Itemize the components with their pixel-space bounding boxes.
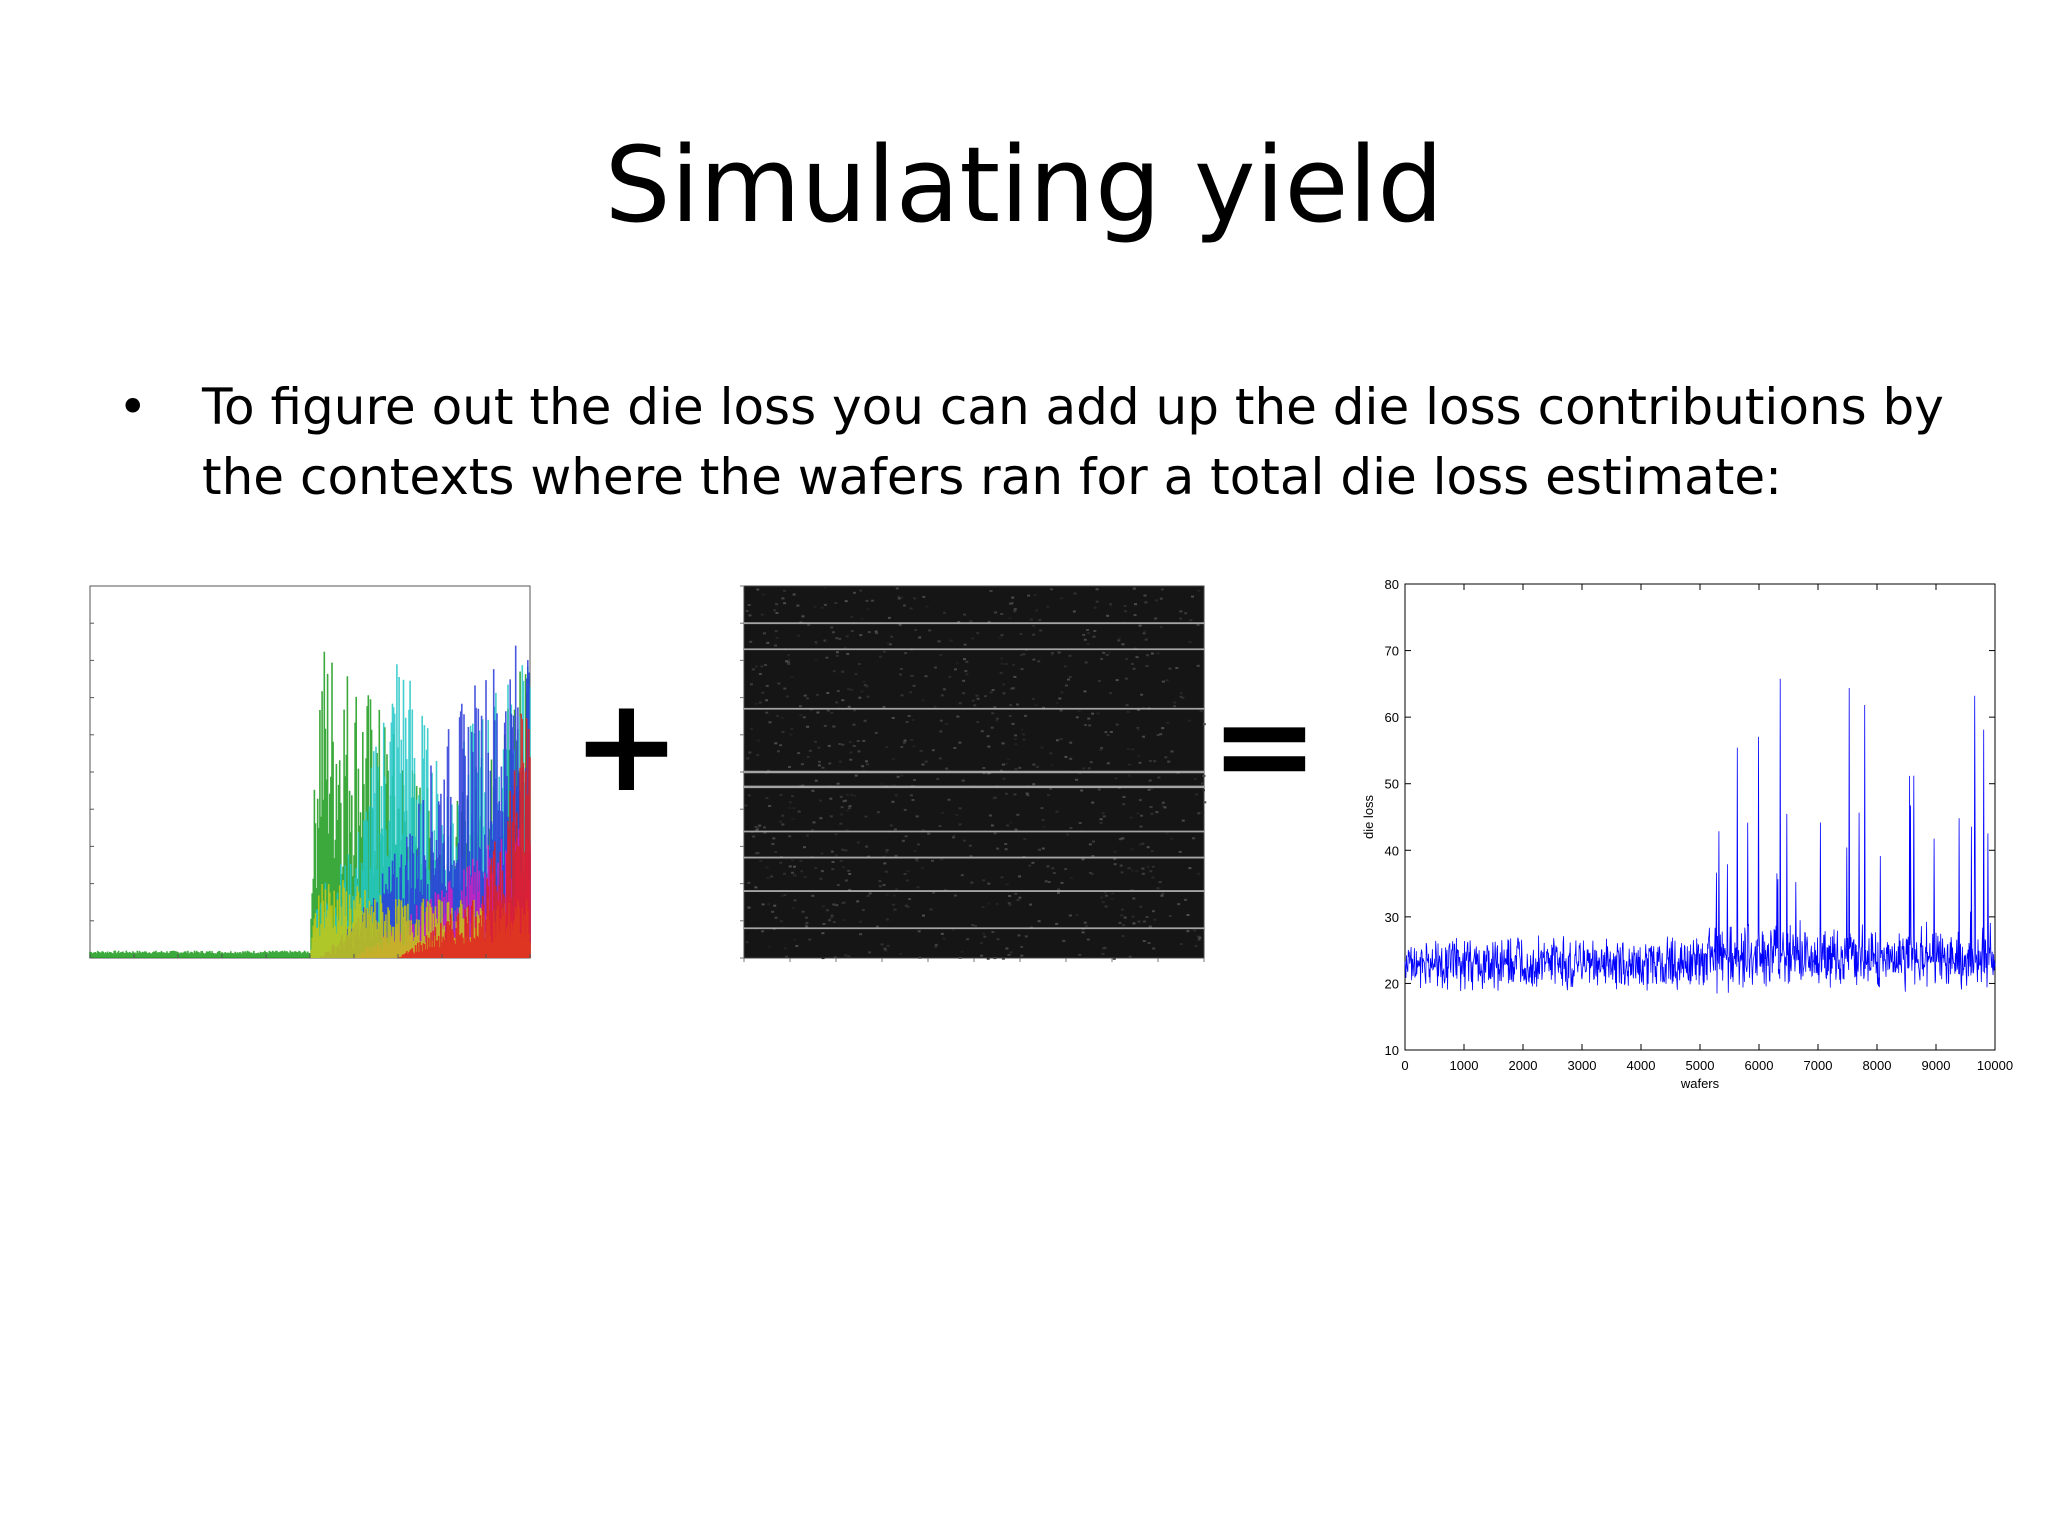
x-tick-label: 4000 <box>1627 1058 1656 1073</box>
bullet-marker: • <box>118 378 148 436</box>
y-tick-label: 80 <box>1385 577 1399 592</box>
x-tick-label: 2000 <box>1509 1058 1538 1073</box>
x-tick-label: 1000 <box>1450 1058 1479 1073</box>
y-tick-label: 30 <box>1385 910 1399 925</box>
x-tick-label: 8000 <box>1863 1058 1892 1073</box>
y-tick-label: 40 <box>1385 843 1399 858</box>
bullet-text: To figure out the die loss you can add u… <box>202 378 1944 506</box>
y-tick-label: 70 <box>1385 644 1399 659</box>
context-heatmap <box>740 585 1207 962</box>
die-loss-series <box>1404 678 1996 994</box>
plus-sign: + <box>572 669 681 821</box>
y-tick-label: 50 <box>1385 777 1399 792</box>
y-tick-label: 20 <box>1385 976 1399 991</box>
die-loss-chart: 0 1000 2000 3000 4000 5000 6000 7000 8000 9000 100… <box>1361 577 2013 1090</box>
equals-sign: = <box>1210 669 1319 821</box>
y-tick-label: 60 <box>1385 710 1399 725</box>
bullet-item: • To figure out the die loss you can add… <box>118 372 1978 512</box>
x-tick-label: 0 <box>1401 1058 1408 1073</box>
contribution-series-5 <box>398 713 531 958</box>
x-tick-label: 5000 <box>1686 1058 1715 1073</box>
plot-frame <box>1404 583 1996 1051</box>
y-tick-label: 10 <box>1385 1043 1399 1058</box>
x-tick-label: 9000 <box>1922 1058 1951 1073</box>
x-tick-label: 3000 <box>1568 1058 1597 1073</box>
x-axis-label: wafers <box>1680 1076 1720 1090</box>
y-axis-label: die loss <box>1361 794 1376 839</box>
x-tick-label: 6000 <box>1745 1058 1774 1073</box>
slide-title: Simulating yield <box>604 124 1444 246</box>
x-tick-label: 7000 <box>1804 1058 1833 1073</box>
contributions-chart <box>89 585 531 959</box>
x-tick-label: 10000 <box>1977 1058 2013 1073</box>
